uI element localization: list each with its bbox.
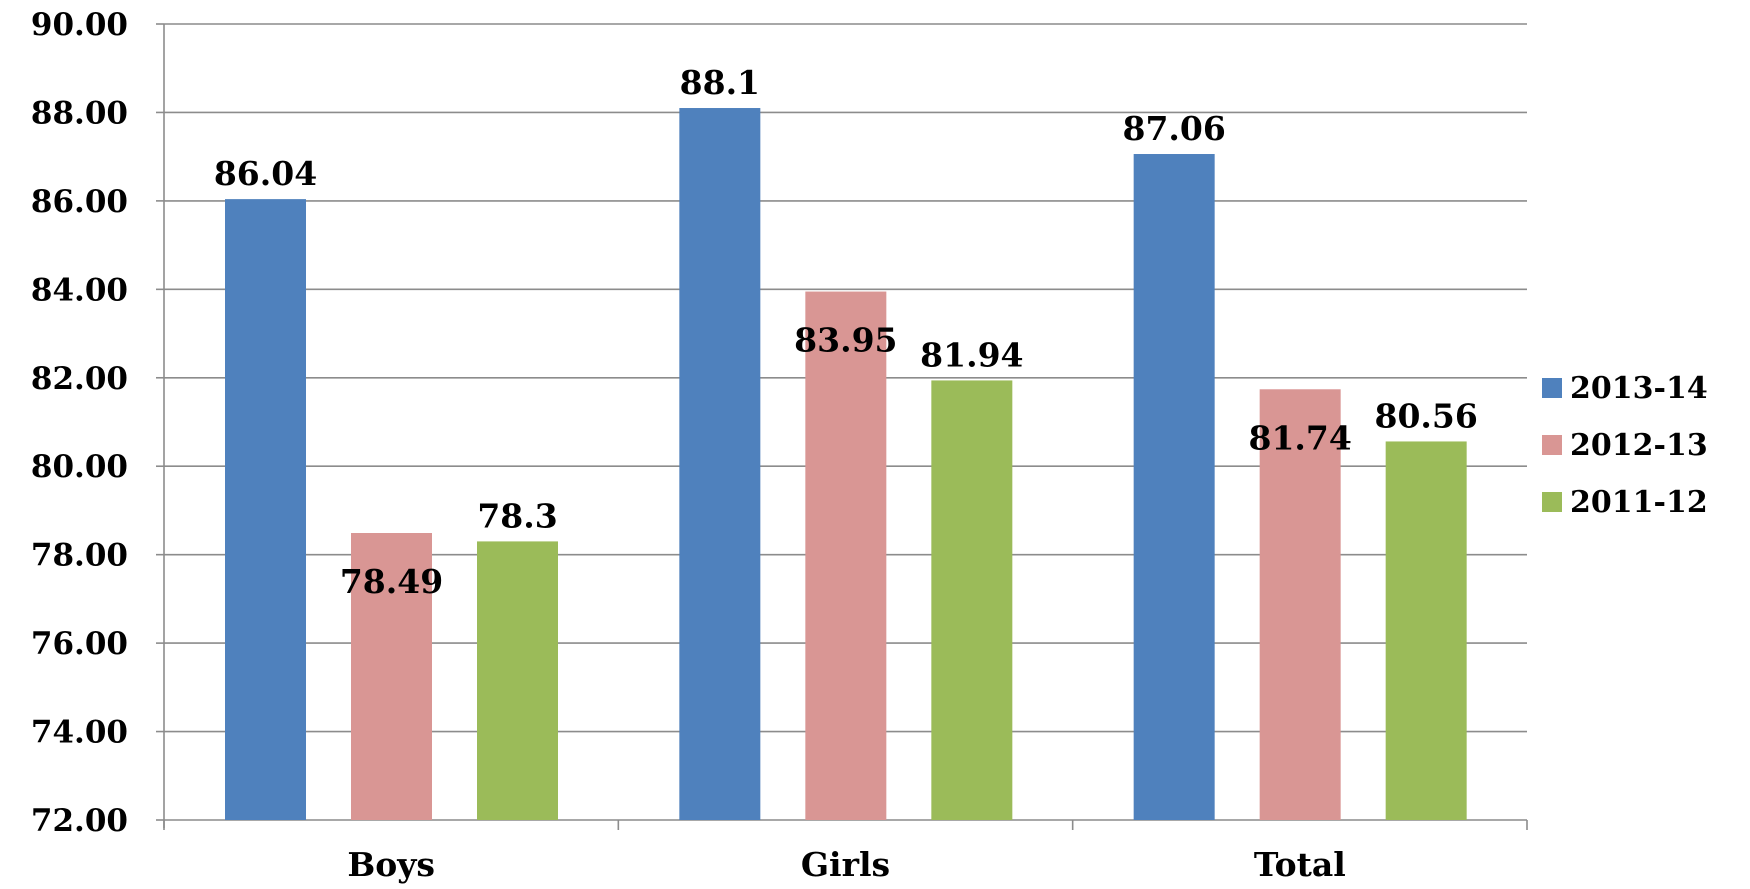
- y-tick-label: 80.00: [31, 449, 128, 485]
- y-tick-label: 82.00: [31, 361, 128, 397]
- bar-2013-14: [225, 199, 306, 820]
- data-label: 78.49: [340, 562, 443, 601]
- bar-2013-14: [1133, 154, 1215, 821]
- legend-swatch: [1542, 492, 1562, 512]
- bar-2012-13: [805, 291, 887, 820]
- legend-label: 2013-14: [1570, 371, 1708, 406]
- data-label: 78.3: [477, 496, 557, 535]
- bar-2011-12: [477, 541, 558, 820]
- data-label: 83.95: [794, 321, 897, 360]
- legend-swatch: [1542, 435, 1562, 455]
- bar-2012-13: [351, 532, 432, 820]
- data-label: 86.04: [214, 154, 317, 193]
- legend-swatch: [1542, 378, 1562, 398]
- data-label: 87.06: [1122, 109, 1225, 148]
- bar-2011-12: [1385, 441, 1467, 820]
- y-tick-label: 86.00: [31, 184, 128, 220]
- y-tick-label: 78.00: [31, 538, 128, 574]
- y-tick-label: 84.00: [31, 272, 128, 308]
- data-label: 80.56: [1374, 396, 1477, 435]
- y-tick-label: 90.00: [31, 7, 128, 43]
- y-tick-label: 88.00: [31, 95, 128, 131]
- bar-2011-12: [931, 380, 1013, 820]
- data-label: 88.1: [680, 63, 760, 102]
- bar-2013-14: [679, 108, 761, 821]
- x-tick-label: Boys: [347, 845, 435, 884]
- bar-2012-13: [1259, 389, 1341, 820]
- x-tick-label: Total: [1254, 845, 1346, 884]
- legend-label: 2011-12: [1570, 485, 1708, 520]
- legend-label: 2012-13: [1570, 428, 1708, 463]
- y-tick-label: 76.00: [31, 626, 128, 662]
- y-tick-label: 74.00: [31, 715, 128, 751]
- data-label: 81.74: [1248, 418, 1351, 457]
- y-tick-label: 72.00: [31, 803, 128, 839]
- x-tick-label: Girls: [801, 845, 890, 884]
- data-label: 81.94: [920, 335, 1023, 374]
